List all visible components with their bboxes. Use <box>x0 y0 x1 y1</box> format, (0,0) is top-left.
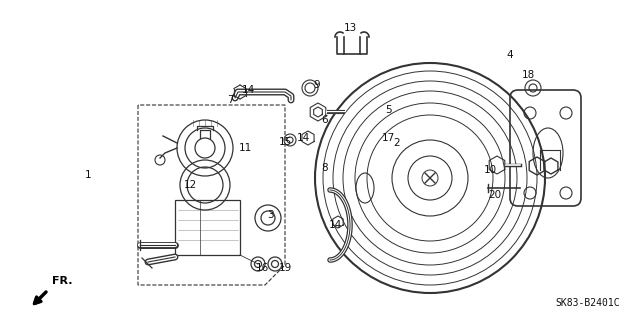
Text: 4: 4 <box>507 50 513 60</box>
Text: 14: 14 <box>328 220 342 230</box>
Text: 12: 12 <box>184 180 196 190</box>
Text: 19: 19 <box>278 263 292 273</box>
Text: FR.: FR. <box>52 276 72 286</box>
Text: 6: 6 <box>322 115 328 125</box>
Text: 3: 3 <box>267 210 273 220</box>
Text: 10: 10 <box>483 165 497 175</box>
Text: 14: 14 <box>296 133 310 143</box>
Text: 17: 17 <box>381 133 395 143</box>
Text: 11: 11 <box>238 143 252 153</box>
Text: 20: 20 <box>488 190 502 200</box>
Text: 1: 1 <box>84 170 92 180</box>
Text: 8: 8 <box>322 163 328 173</box>
Text: 16: 16 <box>255 263 269 273</box>
Text: SK83-B2401C: SK83-B2401C <box>556 298 620 308</box>
Text: 7: 7 <box>227 95 234 105</box>
Text: 2: 2 <box>394 138 400 148</box>
Text: 13: 13 <box>344 23 356 33</box>
Text: 9: 9 <box>314 80 320 90</box>
Text: 15: 15 <box>278 137 292 147</box>
Text: 14: 14 <box>241 85 255 95</box>
Text: 5: 5 <box>385 105 391 115</box>
Text: 18: 18 <box>522 70 534 80</box>
